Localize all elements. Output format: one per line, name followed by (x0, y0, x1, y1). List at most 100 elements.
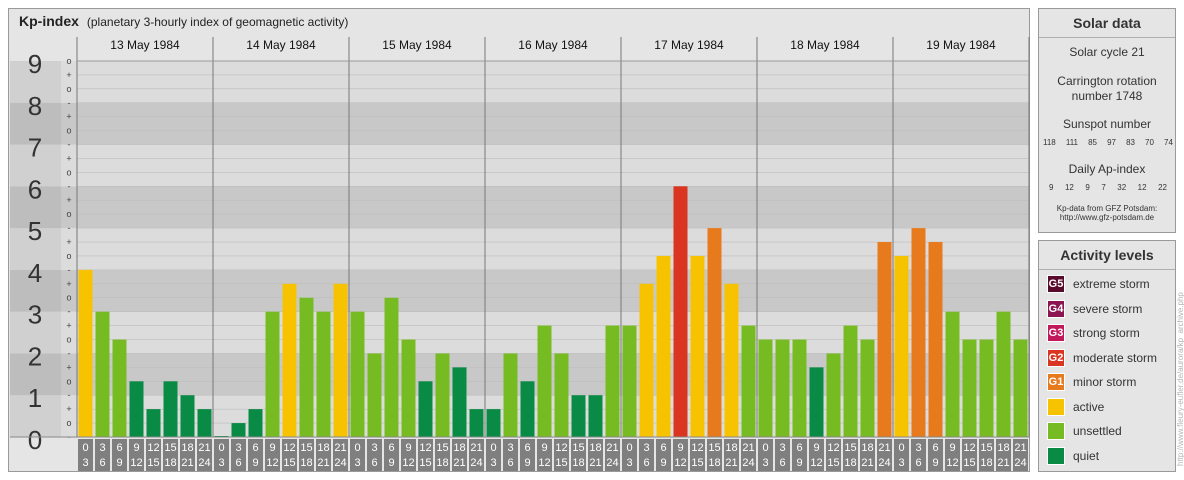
legend-item-minor-storm: G1 minor storm (1047, 372, 1136, 392)
kp-bar (231, 423, 246, 437)
legend-item-active: active (1047, 397, 1104, 417)
y-minor-label: + (66, 404, 71, 414)
band (10, 353, 1029, 396)
hour-box (316, 439, 331, 471)
legend-item-extreme-storm: G5 extreme storm (1047, 274, 1150, 294)
credit-url[interactable]: http://www.fleury-eufler.de/aurora/kp_ar… (1176, 292, 1184, 466)
legend-swatch: G2 (1047, 348, 1065, 367)
hour-end-label: 3 (762, 457, 768, 469)
hour-start-label: 15 (708, 442, 720, 454)
y-minor-label: - (68, 140, 71, 150)
hour-end-label: 12 (130, 457, 142, 469)
activity-levels-panel: Activity levels G5 extreme storm G4 severe … (1038, 240, 1176, 472)
hour-box (996, 439, 1011, 471)
y-minor-label: + (66, 70, 71, 80)
hour-end-label: 9 (660, 457, 666, 469)
hour-start-label: 3 (99, 442, 105, 454)
band (10, 311, 1029, 354)
y-minor-label: - (68, 348, 71, 358)
hour-start-label: 21 (1014, 442, 1026, 454)
solar-data-title: Solar data (1039, 9, 1175, 38)
hour-end-label: 3 (354, 457, 360, 469)
y-minor-label: - (68, 223, 71, 233)
hour-start-label: 18 (725, 442, 737, 454)
kp-bar (996, 311, 1011, 437)
legend-label: moderate storm (1073, 350, 1158, 365)
hour-box (860, 439, 875, 471)
hour-box (231, 439, 246, 471)
hour-end-label: 12 (538, 457, 550, 469)
hour-box (1013, 439, 1028, 471)
hour-box (826, 439, 841, 471)
kp-bar (129, 381, 144, 437)
hour-start-label: 18 (317, 442, 329, 454)
legend-label: active (1073, 399, 1105, 414)
y-tick-label: 2 (28, 341, 42, 371)
kp-bar (911, 228, 926, 437)
source-link[interactable]: http://www.gfz-potsdam.de (1059, 213, 1155, 222)
hour-end-label: 9 (116, 457, 122, 469)
kp-bar (197, 409, 212, 437)
day-label: 13 May 1984 (110, 38, 180, 52)
hour-end-label: 9 (524, 457, 530, 469)
legend-item-strong-storm: G3 strong storm (1047, 323, 1140, 343)
kp-bar (809, 367, 824, 437)
y-minor-label: o (66, 335, 71, 345)
hour-start-label: 0 (490, 442, 496, 454)
hour-box (129, 439, 144, 471)
kp-bar (146, 409, 161, 437)
band (10, 228, 1029, 270)
hour-box (214, 439, 229, 471)
hour-box (486, 439, 501, 471)
ap-value: 7 (1101, 183, 1106, 192)
sunspot-value: 85 (1088, 138, 1097, 147)
kp-bar (877, 242, 892, 437)
day-label: 18 May 1984 (790, 38, 860, 52)
hour-box (979, 439, 994, 471)
hour-box (248, 439, 263, 471)
band (10, 60, 1029, 103)
hour-start-label: 3 (235, 442, 241, 454)
hour-end-label: 21 (317, 457, 329, 469)
y-minor-label: + (66, 237, 71, 247)
y-minor-label: o (66, 418, 71, 428)
y-tick-label: 6 (28, 174, 42, 204)
hour-box (146, 439, 161, 471)
hour-end-label: 18 (164, 457, 176, 469)
hour-end-label: 24 (742, 457, 754, 469)
hour-start-label: 3 (915, 442, 921, 454)
hour-end-label: 18 (300, 457, 312, 469)
kp-bar (656, 255, 671, 437)
kp-bar (571, 395, 586, 437)
hour-end-label: 9 (252, 457, 258, 469)
kp-bar (486, 409, 501, 437)
hour-end-label: 18 (436, 457, 448, 469)
hour-box (554, 439, 569, 471)
hour-box (792, 439, 807, 471)
y-minor-label: - (68, 98, 71, 108)
kp-bar (894, 255, 909, 437)
hour-start-label: 21 (470, 442, 482, 454)
legend-label: minor storm (1073, 375, 1137, 389)
hour-box (571, 439, 586, 471)
hour-end-label: 6 (235, 457, 241, 469)
kp-bar (962, 339, 977, 437)
hour-end-label: 24 (1014, 457, 1026, 469)
hour-box (180, 439, 195, 471)
kp-bar (316, 311, 331, 437)
kp-bar (758, 339, 773, 437)
day-label: 17 May 1984 (654, 38, 724, 52)
sunspot-value: 97 (1107, 138, 1116, 147)
legend-item-severe-storm: G4 severe storm (1047, 299, 1142, 319)
hour-box (163, 439, 178, 471)
hour-end-label: 12 (402, 457, 414, 469)
legend-swatch: G1 (1047, 373, 1065, 391)
hour-start-label: 3 (507, 442, 513, 454)
hour-box (877, 439, 892, 471)
kp-bar (690, 255, 705, 437)
y-minor-label: + (66, 362, 71, 372)
hour-end-label: 18 (572, 457, 584, 469)
hour-box (775, 439, 790, 471)
y-minor-label: - (68, 181, 71, 191)
hour-start-label: 12 (147, 442, 159, 454)
